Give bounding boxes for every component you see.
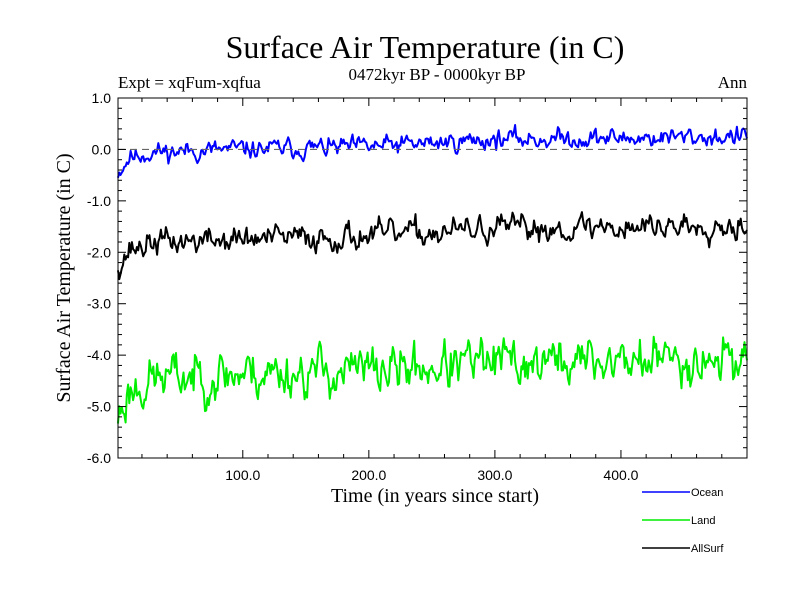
- x-tick-label: 300.0: [477, 467, 512, 483]
- legend: Ocean Land AllSurf: [642, 487, 724, 555]
- x-tick-label: 200.0: [351, 467, 386, 483]
- series-line-ocean: [117, 124, 748, 179]
- x-tick-label: 400.0: [603, 467, 638, 483]
- chart-title: Surface Air Temperature (in C): [226, 29, 625, 65]
- y-tick-label: -6.0: [87, 450, 111, 466]
- series-line-land: [117, 335, 748, 424]
- period-label: 0472kyr BP - 0000kyr BP: [349, 65, 526, 84]
- experiment-label: Expt = xqFum-xqfua: [118, 73, 261, 92]
- y-tick-label: 1.0: [92, 90, 112, 106]
- y-tick-label: -4.0: [87, 347, 111, 363]
- x-axis-label: Time (in years since start): [331, 485, 539, 507]
- y-axis-label: Surface Air Temperature (in C): [53, 153, 75, 402]
- y-tick-label: -2.0: [87, 244, 111, 260]
- y-tick-label: -1.0: [87, 193, 111, 209]
- axis-ticks: 100.0 200.0 300.0 400.0 1.0 0.0 -1.0 -2.0 -3.0 -4…: [87, 90, 747, 483]
- legend-label-ocean: Ocean: [691, 487, 723, 499]
- legend-label-land: Land: [691, 515, 715, 527]
- series-layer: [117, 124, 748, 424]
- plot-frame: [117, 97, 748, 459]
- y-tick-label: -5.0: [87, 399, 111, 415]
- y-tick-label: 0.0: [92, 141, 112, 157]
- legend-label-allsurf: AllSurf: [691, 543, 724, 555]
- series-line-allsurf: [117, 211, 748, 281]
- y-tick-label: -3.0: [87, 296, 111, 312]
- x-tick-label: 100.0: [225, 467, 260, 483]
- season-label: Ann: [718, 73, 748, 92]
